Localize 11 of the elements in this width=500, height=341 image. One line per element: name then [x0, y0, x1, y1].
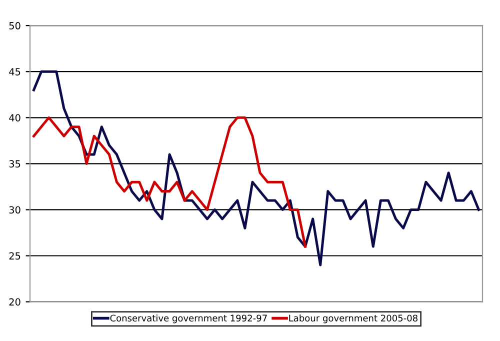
- line-series: [32, 70, 480, 266]
- y-tick-label: 35: [9, 160, 20, 168]
- y-tick-label: 30: [9, 206, 20, 214]
- line-series: [32, 116, 307, 248]
- y-tick-label: 40: [9, 114, 20, 122]
- y-tick-label: 20: [9, 298, 20, 306]
- y-tick-label: 25: [9, 252, 20, 260]
- legend-label: Labour government 2005-08: [289, 314, 418, 324]
- legend-label: Conservative government 1992-97: [110, 314, 267, 324]
- y-tick-label: 45: [9, 68, 20, 76]
- y-tick-label: 50: [9, 22, 20, 30]
